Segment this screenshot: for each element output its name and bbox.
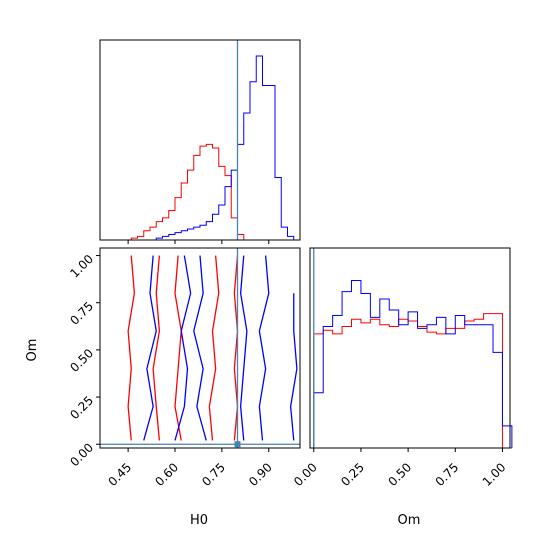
contour_H0_Om-y-tick-label: 0.00 xyxy=(67,440,96,469)
contour_H0_Om-series-1-contour-2 xyxy=(193,255,207,441)
contour_H0_Om-y-tick-label: 0.75 xyxy=(67,299,96,328)
contour_H0_Om-series-1-contour-5 xyxy=(289,293,298,441)
contour_H0_Om-series-1-contour-1 xyxy=(174,255,192,441)
contour_H0_Om-series-0-contour-1 xyxy=(152,255,161,441)
truth-marker xyxy=(234,441,241,448)
ylabel-Om: Om xyxy=(25,339,40,362)
contour_H0_Om-series-0-contour-2 xyxy=(174,255,182,441)
contour_H0_Om-series-0-contour-0 xyxy=(127,255,136,441)
contour_H0_Om-frame xyxy=(99,247,301,449)
contour_H0_Om-y-tick-label: 1.00 xyxy=(67,252,96,281)
hist_Om-frame xyxy=(309,247,511,449)
hist_Om-series-1 xyxy=(313,280,513,448)
hist_Om-x-tick-label: 0.75 xyxy=(433,460,462,489)
contour_H0_Om-series-1-contour-0 xyxy=(143,255,157,441)
contour_H0_Om-y-tick-label: 0.50 xyxy=(67,346,96,375)
hist_Om-x-tick-label: 0.00 xyxy=(291,460,320,489)
contour_H0_Om-y-tick-label: 0.25 xyxy=(67,393,96,422)
xlabel-Om: Om xyxy=(398,513,421,528)
contour_H0_Om-series-1-contour-4 xyxy=(258,255,270,441)
hist_H0-frame xyxy=(99,39,301,241)
contour_H0_Om-series-0-contour-3 xyxy=(208,255,220,441)
contour_H0_Om-x-tick-label: 0.90 xyxy=(246,460,275,489)
hist_Om-series-0 xyxy=(313,313,512,449)
hist_Om-x-tick-label: 0.50 xyxy=(385,460,414,489)
hist_Om-x-tick-label: 0.25 xyxy=(338,460,367,489)
contour_H0_Om-series-1-contour-3 xyxy=(239,255,248,441)
hist_Om-x-tick-label: 1.00 xyxy=(480,460,509,489)
xlabel-H0: H0 xyxy=(190,513,208,528)
contour_H0_Om-x-tick-label: 0.45 xyxy=(105,460,134,489)
contour_H0_Om-x-tick-label: 0.75 xyxy=(199,460,228,489)
contour_H0_Om-x-tick-label: 0.60 xyxy=(152,460,181,489)
